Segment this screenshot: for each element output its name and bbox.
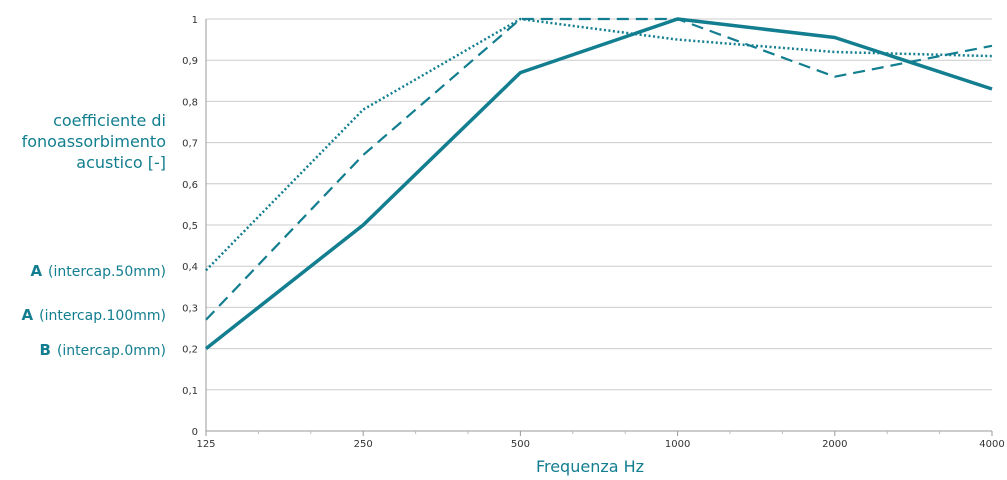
y-tick-label: 0,8 <box>182 97 198 108</box>
x-axis-label: Frequenza Hz <box>535 457 645 476</box>
y-tick-label: 0,9 <box>182 56 198 67</box>
x-tick-label: 1000 <box>665 439 690 450</box>
x-tick-label: 4000 <box>979 439 1004 450</box>
legend-entry-intercap-100mm: A (intercap.100mm) <box>0 306 166 324</box>
x-tick-label: 125 <box>196 439 215 450</box>
x-tick-label: 500 <box>511 439 530 450</box>
y-tick-label: 0,1 <box>182 386 198 397</box>
legend-label: (intercap.50mm) <box>48 264 166 280</box>
legend-key: B <box>39 341 51 359</box>
legend-key: A <box>30 262 43 280</box>
legend-label: (intercap.100mm) <box>39 308 166 324</box>
y-tick-label: 0,6 <box>182 180 198 191</box>
series-line-dotted <box>205 17 993 272</box>
y-tick-label: 0 <box>192 427 198 438</box>
y-tick-label: 0,5 <box>182 221 198 232</box>
series-line-solid <box>204 17 993 350</box>
legend-entry-intercap-50mm: A (intercap.50mm) <box>0 262 166 280</box>
y-tick-label: 0,3 <box>182 303 198 314</box>
y-tick-label: 0,7 <box>182 139 198 150</box>
series-line-dashed <box>205 17 993 321</box>
y-tick-label: 1 <box>192 15 198 26</box>
legend-key: A <box>21 306 34 324</box>
y-axis-label: coefficiente di fonoassorbimento acustic… <box>21 111 166 172</box>
y-tick-label: 0,2 <box>182 345 198 356</box>
y-tick-label: 0,4 <box>182 262 198 273</box>
legend-entry-intercap-0mm: B (intercap.0mm) <box>0 341 166 359</box>
x-tick-label: 250 <box>354 439 373 450</box>
x-tick-label: 2000 <box>822 439 847 450</box>
legend-label: (intercap.0mm) <box>56 343 166 359</box>
